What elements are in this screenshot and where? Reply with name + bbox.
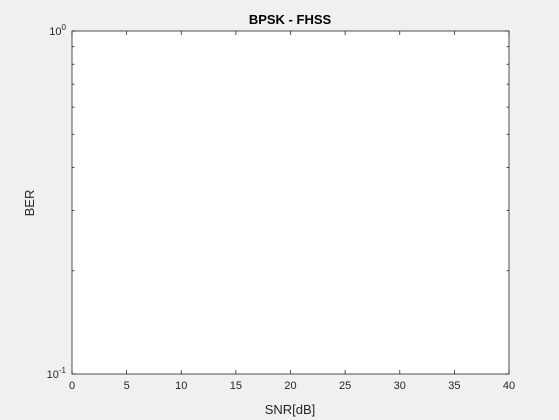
- axes-box: [71, 30, 510, 375]
- x-tick-label: 5: [124, 380, 130, 392]
- x-tick-label: 25: [339, 380, 351, 392]
- x-tick-label: 0: [69, 380, 75, 392]
- y-tick-label: 10-1: [47, 366, 67, 381]
- x-tick-label: 20: [284, 380, 296, 392]
- x-axis-label: SNR[dB]: [265, 402, 316, 417]
- y-tick-labels: 10-1 100: [47, 23, 67, 381]
- x-tick-label: 30: [394, 380, 406, 392]
- x-tick-label: 15: [230, 380, 242, 392]
- y-tick-label: 100: [49, 23, 66, 38]
- ticks: [71, 30, 510, 375]
- x-tick-labels: 0 5 10 15 20 25 30 35 40: [69, 380, 515, 392]
- y-axis-label: BER: [22, 190, 37, 217]
- x-tick-label: 35: [448, 380, 460, 392]
- x-tick-label: 40: [503, 380, 515, 392]
- x-tick-label: 10: [175, 380, 187, 392]
- chart-title: BPSK - FHSS: [249, 12, 332, 27]
